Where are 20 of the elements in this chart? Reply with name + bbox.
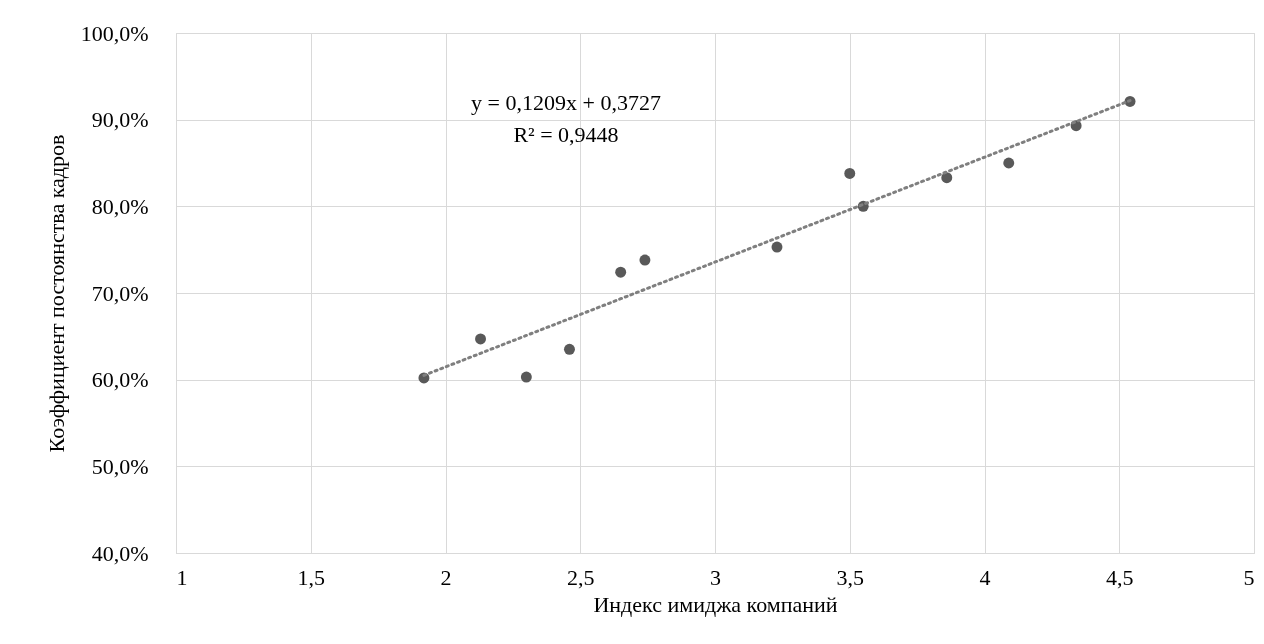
annotation: y = 0,1209x + 0,3727 bbox=[471, 90, 661, 115]
y-axis-title: Коэффициент постоянства кадров bbox=[43, 134, 69, 453]
x-tick-label: 3,5 bbox=[836, 564, 864, 590]
y-tick-label: 90,0% bbox=[91, 107, 149, 133]
y-tick-label: 100,0% bbox=[80, 20, 149, 46]
y-tick-label: 70,0% bbox=[91, 280, 149, 306]
x-tick-label: 1,5 bbox=[297, 564, 325, 590]
y-tick-label: 60,0% bbox=[91, 367, 149, 393]
x-tick-label: 3 bbox=[710, 564, 721, 590]
x-tick-label: 5 bbox=[1243, 564, 1255, 590]
x-tick-label: 4,5 bbox=[1106, 564, 1134, 590]
x-tick-label: 4 bbox=[979, 564, 991, 590]
x-tick-label: 2,5 bbox=[567, 564, 595, 590]
x-axis-title: Индекс имиджа компаний bbox=[593, 591, 838, 617]
x-tick-label: 1 bbox=[176, 564, 188, 590]
annotation: R² = 0,9448 bbox=[513, 122, 619, 147]
y-tick-label: 40,0% bbox=[91, 540, 149, 566]
y-tick-label: 50,0% bbox=[91, 453, 149, 479]
x-tick-label: 2 bbox=[440, 564, 452, 590]
y-tick-label: 80,0% bbox=[91, 193, 149, 219]
